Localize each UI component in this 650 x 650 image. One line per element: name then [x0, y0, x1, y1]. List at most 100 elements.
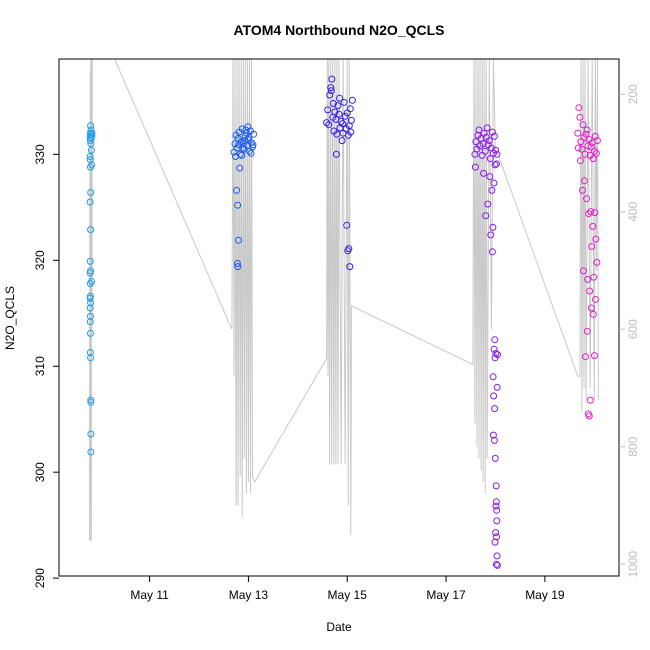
chart-title: ATOM4 Northbound N2O_QCLS	[233, 22, 444, 38]
data-point-flight-5	[575, 104, 583, 112]
pressure-trace-layer	[89, 59, 599, 541]
data-point-flight-5	[591, 352, 598, 360]
data-point-flight-5	[589, 155, 597, 163]
data-point-flight-4	[492, 560, 500, 568]
data-point-flight-5	[591, 132, 599, 140]
x-tick-label: May 19	[525, 588, 565, 602]
data-point-flight-2	[233, 186, 241, 194]
data-point-flight-4	[489, 223, 497, 231]
data-point-flight-2	[234, 263, 242, 271]
data-point-flight-4	[491, 161, 499, 169]
data-point-flight-1	[87, 189, 95, 196]
data-point-flight-5	[584, 275, 592, 283]
data-point-flight-1	[88, 161, 96, 169]
data-point-flight-5	[583, 195, 591, 203]
x-tick-label: May 17	[426, 588, 466, 602]
data-point-flight-1	[86, 198, 94, 206]
data-point-flight-1	[86, 269, 94, 277]
data-point-flight-2	[234, 201, 242, 209]
data-point-flight-5	[581, 150, 589, 158]
data-point-flight-4	[491, 405, 499, 413]
data-point-flight-1	[86, 257, 94, 265]
y-tick-label: 330	[33, 144, 47, 164]
data-point-flight-2	[233, 260, 241, 267]
data-point-flight-5	[592, 296, 599, 303]
data-point-flight-3	[327, 84, 335, 92]
data-point-flight-5	[583, 126, 591, 134]
data-point-flight-3	[327, 87, 335, 95]
data-point-flight-3	[324, 106, 332, 114]
points-layer	[86, 75, 601, 569]
data-point-flight-4	[492, 502, 500, 510]
x-axis-label: Date	[326, 620, 352, 634]
data-point-flight-1	[86, 312, 94, 320]
data-point-flight-4	[482, 212, 490, 220]
data-point-flight-4	[487, 231, 495, 239]
data-point-flight-5	[582, 130, 590, 138]
right-tick-label: 800	[626, 436, 640, 456]
data-point-flight-4	[490, 345, 498, 353]
data-point-flight-4	[484, 200, 492, 208]
data-point-flight-2	[235, 236, 242, 244]
y-axis: 290 300 310 320 330	[33, 144, 59, 588]
data-point-flight-1	[87, 126, 95, 134]
data-point-flight-4	[492, 482, 500, 490]
data-point-flight-1	[87, 122, 95, 130]
data-point-flight-3	[323, 119, 331, 127]
data-point-flight-4	[488, 248, 496, 256]
data-point-flight-4	[480, 169, 488, 177]
data-point-flight-5	[582, 353, 589, 361]
data-point-flight-3	[326, 91, 334, 99]
data-point-flight-1	[87, 146, 95, 154]
data-point-flight-5	[587, 304, 595, 312]
y-tick-label: 290	[33, 568, 47, 588]
data-point-flight-3	[340, 98, 348, 106]
data-point-flight-4	[490, 436, 498, 444]
data-point-flight-1	[86, 304, 94, 312]
data-point-flight-4	[488, 186, 496, 194]
data-point-flight-1	[88, 131, 96, 139]
x-tick-label: May 11	[130, 588, 169, 602]
data-point-flight-3	[336, 94, 343, 102]
data-point-flight-2	[238, 151, 246, 159]
data-point-flight-4	[494, 351, 501, 359]
data-point-flight-1	[86, 318, 94, 326]
data-point-flight-3	[346, 263, 354, 271]
data-point-flight-4	[486, 155, 494, 163]
data-point-flight-5	[576, 113, 584, 121]
data-point-flight-4	[493, 506, 501, 514]
pressure-trace-line	[89, 59, 599, 541]
right-tick-label: 200	[626, 84, 640, 104]
data-point-flight-3	[344, 247, 352, 255]
data-point-flight-4	[492, 146, 499, 154]
data-point-flight-4	[481, 147, 489, 155]
data-point-flight-4	[489, 373, 497, 381]
data-point-flight-4	[493, 552, 501, 560]
data-point-flight-1	[88, 278, 96, 285]
data-point-flight-2	[236, 164, 244, 172]
data-point-flight-4	[492, 350, 500, 357]
data-point-flight-5	[590, 147, 598, 155]
data-point-flight-5	[592, 149, 600, 157]
data-point-flight-3	[347, 116, 355, 124]
data-point-flight-5	[592, 235, 600, 243]
data-point-flight-4	[492, 529, 500, 537]
data-point-flight-4	[485, 137, 493, 145]
data-point-flight-5	[589, 222, 597, 230]
data-point-flight-3	[328, 75, 336, 83]
data-point-flight-1	[87, 398, 95, 406]
data-point-flight-4	[491, 538, 499, 546]
y-tick-label: 300	[33, 462, 47, 482]
data-point-flight-3	[332, 150, 340, 158]
data-point-flight-4	[491, 454, 499, 462]
data-point-flight-5	[574, 129, 582, 137]
data-point-flight-1	[87, 354, 95, 362]
data-point-flight-4	[475, 126, 483, 134]
plot-frame	[58, 58, 620, 577]
data-point-flight-4	[490, 179, 498, 187]
data-point-flight-3	[338, 137, 346, 145]
y-tick-label: 310	[33, 356, 47, 376]
data-point-flight-5	[579, 186, 586, 194]
data-point-flight-3	[331, 108, 339, 116]
